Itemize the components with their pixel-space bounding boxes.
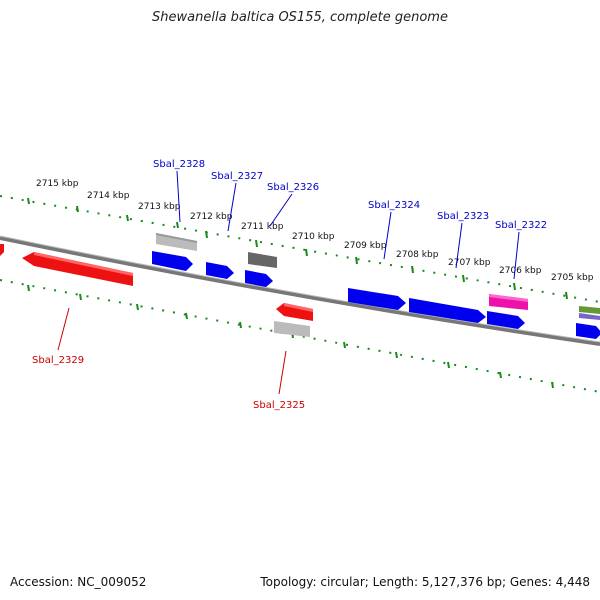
gene-label-sbal-2324[interactable]: Sbal_2324 [368,200,420,211]
scale-label: 2705 kbp [551,273,594,283]
upper-tick-track [0,195,600,303]
genome-summary: Topology: circular; Length: 5,127,376 bp… [260,575,590,589]
genome-title: Shewanella baltica OS155, complete genom… [152,10,448,25]
gene-arrow-sbal-2328[interactable] [152,251,193,271]
gene-arrow-sbal-2324[interactable] [348,288,406,310]
scale-label: 2713 kbp [138,202,181,212]
genome-backbone [0,236,600,346]
gene-label-sbal-2328[interactable]: Sbal_2328 [153,159,205,170]
scale-label: 2710 kbp [292,232,335,242]
scale-label: 2707 kbp [448,258,491,268]
gene-leader-lines [57,170,520,395]
gene-arrow-sbal-2327[interactable] [206,262,234,279]
gene-arrow-purple[interactable] [579,313,600,320]
gene-arrow-green[interactable] [579,306,600,314]
gene-arrow-sbal-2329[interactable] [22,252,133,286]
scale-label: 2715 kbp [36,179,79,189]
scale-label: 2706 kbp [499,266,542,276]
scale-label: 2712 kbp [190,212,233,222]
gene-arrow-sbal-2323[interactable] [409,298,486,323]
scale-label: 2711 kbp [241,222,284,232]
gene-labels: Sbal_2328 Sbal_2327 Sbal_2326 Sbal_2324 … [32,159,547,411]
scale-label: 2714 kbp [87,191,130,201]
scale-labels: 2715 kbp 2714 kbp 2713 kbp 2712 kbp 2711… [36,179,594,283]
scale-label: 2709 kbp [344,241,387,251]
gene-label-sbal-2329[interactable]: Sbal_2329 [32,355,84,366]
gene-arrow-gray[interactable] [274,321,310,337]
gene-label-sbal-2326[interactable]: Sbal_2326 [267,182,319,193]
gene-label-sbal-2325[interactable]: Sbal_2325 [253,400,305,411]
gene-arrow-gray[interactable] [156,233,197,251]
gene-label-sbal-2323[interactable]: Sbal_2323 [437,211,489,222]
gene-label-sbal-2327[interactable]: Sbal_2327 [211,171,263,182]
gene-label-sbal-2322[interactable]: Sbal_2322 [495,220,547,231]
gene-arrow-sbal-2326[interactable] [245,270,273,287]
lower-tick-track [0,279,600,393]
gene-arrow-gray[interactable] [248,252,277,268]
gene-features [0,233,600,339]
gene-arrow-sbal-2329[interactable] [0,244,4,258]
accession-label: Accession: NC_009052 [10,575,147,589]
gene-arrow-forward-partial[interactable] [576,323,600,339]
scale-label: 2708 kbp [396,250,439,260]
gene-arrow-sbal-2322[interactable] [487,311,525,329]
